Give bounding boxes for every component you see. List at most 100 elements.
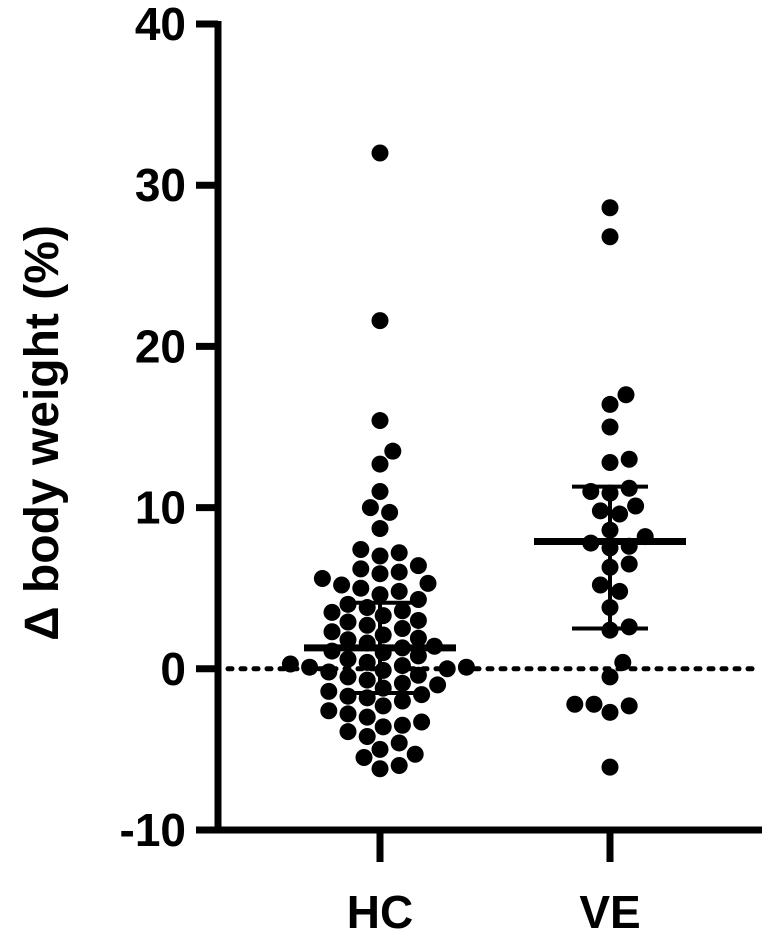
x-axis: HC VE	[215, 826, 762, 936]
data-point-hc	[374, 626, 392, 644]
data-point-hc	[339, 705, 357, 723]
data-point-hc	[352, 579, 370, 597]
data-point-ve	[601, 703, 619, 721]
data-point-hc	[393, 674, 411, 692]
data-point-ve	[601, 418, 619, 436]
x-tick-label: VE	[579, 886, 640, 936]
data-point-ve	[601, 758, 619, 776]
data-point-hc	[313, 570, 331, 588]
data-point-hc	[374, 718, 392, 736]
data-point-hc	[371, 760, 389, 778]
data-point-hc	[371, 586, 389, 604]
data-point-hc	[352, 541, 370, 559]
data-point-ve	[620, 697, 638, 715]
data-point-hc	[371, 547, 389, 565]
data-point-hc	[409, 629, 427, 647]
y-tick-label: 40	[135, 0, 186, 50]
data-point-hc	[339, 723, 357, 741]
data-point-hc	[301, 658, 319, 676]
y-tick-label: 20	[135, 320, 186, 372]
data-point-hc	[358, 653, 376, 671]
data-point-hc	[374, 661, 392, 679]
data-point-hc	[390, 563, 408, 581]
data-point-hc	[409, 557, 427, 575]
data-point-hc	[429, 676, 447, 694]
data-point-hc	[358, 728, 376, 746]
data-point-hc	[320, 702, 338, 720]
data-point-ve	[617, 386, 635, 404]
y-ticks: -10 0 10 20 30 40	[120, 0, 218, 856]
data-point-ve	[614, 653, 632, 671]
data-point-hc	[361, 499, 379, 517]
data-point-hc	[413, 686, 431, 704]
data-point-hc	[333, 576, 351, 594]
data-point-hc	[339, 687, 357, 705]
data-point-hc	[409, 647, 427, 665]
data-point-ve	[601, 395, 619, 413]
data-point-hc	[406, 745, 424, 763]
y-tick-label: 10	[135, 482, 186, 534]
data-point-hc	[358, 708, 376, 726]
data-point-ve	[627, 497, 645, 515]
data-point-hc	[438, 660, 456, 678]
data-point-ve	[611, 505, 629, 523]
data-point-hc	[355, 748, 373, 766]
data-point-hc	[409, 590, 427, 608]
data-point-hc	[371, 565, 389, 583]
data-point-hc	[390, 582, 408, 600]
data-point-hc	[419, 574, 437, 592]
data-point-hc	[320, 682, 338, 700]
data-point-hc	[371, 144, 389, 162]
data-point-hc	[371, 520, 389, 538]
y-tick-label: -10	[120, 804, 186, 856]
data-point-hc	[393, 692, 411, 710]
data-point-hc	[352, 560, 370, 578]
data-point-ve	[601, 668, 619, 686]
data-point-hc	[381, 503, 399, 521]
data-point-hc	[320, 663, 338, 681]
y-axis: -10 0 10 20 30 40	[120, 0, 222, 856]
data-point-hc	[374, 697, 392, 715]
data-point-hc	[323, 623, 341, 641]
data-point-ve	[585, 695, 603, 713]
data-point-hc	[457, 658, 475, 676]
data-point-ve	[591, 576, 609, 594]
data-point-hc	[371, 412, 389, 430]
data-point-hc	[390, 734, 408, 752]
data-point-hc	[371, 482, 389, 500]
data-point-hc	[339, 650, 357, 668]
data-point-hc	[393, 716, 411, 734]
data-point-hc	[374, 607, 392, 625]
data-point-ve	[591, 502, 609, 520]
data-point-hc	[371, 312, 389, 330]
data-point-ve	[601, 453, 619, 471]
mean-error-bars	[304, 484, 686, 695]
data-point-hc	[390, 544, 408, 562]
y-tick-label: 0	[160, 643, 186, 695]
y-tick-label: 30	[135, 159, 186, 211]
data-point-hc	[393, 620, 411, 637]
data-point-hc	[281, 655, 299, 673]
y-axis-title: Δ body weight (%)	[16, 225, 69, 641]
data-point-hc	[371, 740, 389, 758]
data-point-hc	[409, 611, 427, 629]
data-point-ve	[601, 199, 619, 217]
data-point-hc	[358, 616, 376, 634]
data-point-hc	[323, 603, 341, 621]
data-point-hc	[409, 666, 427, 684]
data-point-hc	[358, 671, 376, 689]
data-point-hc	[390, 757, 408, 775]
x-ticks: HC VE	[347, 830, 641, 936]
data-point-hc	[393, 657, 411, 675]
data-point-hc	[339, 613, 357, 631]
x-tick-label: HC	[347, 886, 413, 936]
data-point-hc	[393, 602, 411, 620]
data-point-hc	[339, 668, 357, 686]
data-point-hc	[384, 442, 402, 460]
data-point-hc	[371, 455, 389, 473]
data-point-hc	[339, 631, 357, 649]
data-points	[281, 144, 654, 778]
data-point-ve	[620, 450, 638, 468]
data-point-ve	[611, 582, 629, 600]
